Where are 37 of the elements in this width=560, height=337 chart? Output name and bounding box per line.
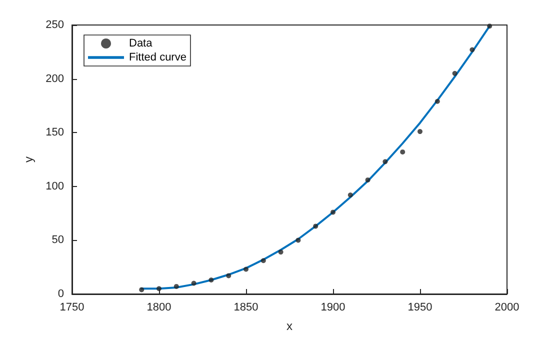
point: [226, 273, 232, 278]
y-tick-label: 150: [46, 126, 64, 139]
point: [296, 238, 301, 243]
point: [139, 287, 144, 292]
x-tick-label: 1800: [146, 302, 172, 314]
point: [348, 192, 353, 198]
point: [174, 284, 179, 289]
x-tick-label: 1900: [320, 302, 346, 314]
y-tick-label: 250: [46, 19, 64, 31]
x-tick-label: 1950: [408, 302, 432, 314]
x-axis-title: x: [286, 319, 292, 333]
y-axis-title: y: [22, 156, 36, 162]
point: [434, 98, 440, 104]
y-tick-label: 0: [58, 288, 64, 300]
point: [313, 224, 318, 229]
x-tick-label: 1850: [234, 302, 258, 314]
point: [278, 250, 284, 255]
point: [208, 278, 214, 283]
point: [260, 258, 266, 264]
y-tick-label: 100: [46, 180, 64, 192]
y-tick-label: 200: [46, 72, 64, 85]
legend-label: Data: [129, 38, 154, 50]
x-tick-label: 2000: [494, 302, 520, 314]
point: [418, 129, 422, 134]
x-tick-label: 1750: [60, 302, 84, 314]
point: [400, 149, 406, 154]
point: [365, 177, 370, 182]
point: [487, 24, 492, 29]
point: [244, 266, 248, 272]
point: [470, 47, 475, 52]
legend-label: Fitted curve: [129, 52, 186, 64]
point: [330, 210, 336, 215]
point: [156, 286, 162, 292]
point: [452, 70, 458, 76]
point: [382, 159, 388, 164]
y-tick-label: 50: [52, 234, 64, 246]
point: [191, 280, 196, 286]
